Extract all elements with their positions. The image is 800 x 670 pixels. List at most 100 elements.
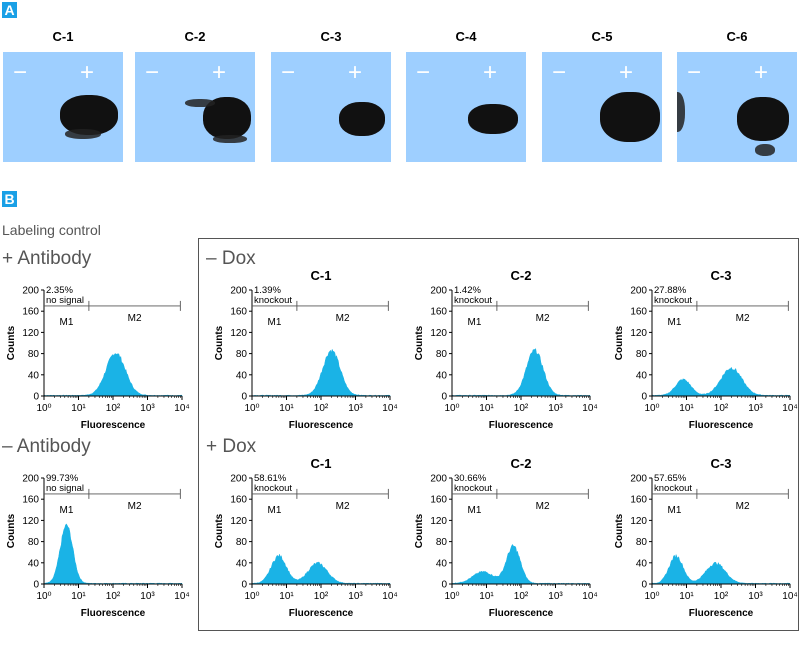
y-tick-label: 200 xyxy=(430,286,447,297)
chart-title: C-2 xyxy=(511,456,532,471)
blot-title: C-5 xyxy=(591,29,613,44)
y-tick-label: 40 xyxy=(28,558,40,569)
plus-sign: + xyxy=(754,59,769,86)
y-tick-label: 200 xyxy=(630,286,647,297)
chart-title: C-3 xyxy=(711,268,732,283)
blot-image: − + xyxy=(677,52,797,162)
x-tick-label: 10⁴ xyxy=(382,403,397,414)
blot-image: − + xyxy=(271,52,391,162)
x-tick-label: 10² xyxy=(106,591,121,602)
labeling-control-label: Labeling control xyxy=(2,222,101,238)
y-tick-label: 200 xyxy=(430,474,447,485)
x-axis-label: Fluorescence xyxy=(489,608,554,619)
y-tick-label: 80 xyxy=(236,349,248,360)
x-tick-label: 10⁴ xyxy=(382,591,397,602)
y-tick-label: 160 xyxy=(230,307,247,318)
y-tick-label: 160 xyxy=(430,307,447,318)
histogram-area xyxy=(451,348,591,397)
gate-annotation: knockout xyxy=(454,295,492,306)
y-tick-label: 200 xyxy=(22,474,39,485)
x-tick-label: 10¹ xyxy=(279,403,294,414)
protein-band xyxy=(737,97,789,141)
gate-m2-label: M2 xyxy=(736,313,750,324)
histogram-plus-dox-c1: C-1 0 40 80 120 160 200 10⁰ 10¹ 10² 10³ 10⁴ Fluoresc… xyxy=(214,456,398,619)
y-tick-label: 200 xyxy=(230,474,247,485)
x-tick-label: 10⁰ xyxy=(244,591,259,602)
gate-percentage: 1.42% xyxy=(454,285,481,296)
histogram-plus-dox-c3: C-3 0 40 80 120 160 200 10⁰ 10¹ 10² 10³ 10⁴ Fluoresc… xyxy=(614,456,798,619)
histogram-minus-dox-c1: C-1 0 40 80 120 160 200 10⁰ 10¹ 10² 10³ 10⁴ Fluoresc… xyxy=(214,268,398,431)
x-tick-label: 10³ xyxy=(748,591,763,602)
minus-sign: − xyxy=(416,59,431,86)
x-tick-label: 10² xyxy=(106,403,121,414)
y-axis-label: Counts xyxy=(414,325,425,360)
y-tick-label: 80 xyxy=(436,349,448,360)
y-tick-label: 200 xyxy=(230,286,247,297)
y-tick-label: 40 xyxy=(436,370,448,381)
histogram-minus-dox-c3: C-3 0 40 80 120 160 200 10⁰ 10¹ 10² 10³ 10⁴ Fluoresc… xyxy=(614,268,798,431)
protein-band xyxy=(60,95,118,135)
y-tick-label: 120 xyxy=(22,516,39,527)
x-tick-label: 10³ xyxy=(548,591,563,602)
y-tick-label: 40 xyxy=(236,558,248,569)
protein-band xyxy=(600,92,660,142)
y-tick-label: 0 xyxy=(33,580,39,591)
plus-sign: + xyxy=(348,59,363,86)
y-tick-label: 120 xyxy=(22,328,39,339)
x-tick-label: 10² xyxy=(514,591,529,602)
x-tick-label: 10⁰ xyxy=(244,403,259,414)
gate-annotation: knockout xyxy=(654,483,692,494)
gate-annotation: knockout xyxy=(254,483,292,494)
gate-annotation: knockout xyxy=(654,295,692,306)
protein-band xyxy=(213,135,247,143)
x-tick-label: 10⁴ xyxy=(174,591,189,602)
protein-band xyxy=(339,102,385,136)
y-tick-label: 160 xyxy=(22,495,39,506)
x-axis-label: Fluorescence xyxy=(81,420,146,431)
minus-dox-label: – Dox xyxy=(206,248,256,269)
histogram-area xyxy=(651,366,791,397)
y-tick-label: 80 xyxy=(28,349,40,360)
blot-image: − + xyxy=(406,52,526,162)
blot-title: C-4 xyxy=(455,29,477,44)
blot-image: − + xyxy=(135,52,255,162)
y-tick-label: 40 xyxy=(436,558,448,569)
gate-annotation: no signal xyxy=(46,295,84,306)
y-tick-label: 80 xyxy=(236,537,248,548)
x-tick-label: 10¹ xyxy=(279,591,294,602)
y-tick-label: 160 xyxy=(230,495,247,506)
gate-annotation: knockout xyxy=(454,483,492,494)
y-tick-label: 0 xyxy=(441,392,447,403)
x-tick-label: 10¹ xyxy=(479,591,494,602)
x-tick-label: 10³ xyxy=(348,591,363,602)
x-axis-label: Fluorescence xyxy=(689,608,754,619)
gate-annotation: knockout xyxy=(254,295,292,306)
gate-m2-label: M2 xyxy=(536,313,550,324)
gate-m1-label: M1 xyxy=(467,505,481,516)
y-tick-label: 120 xyxy=(430,328,447,339)
plus-sign: + xyxy=(212,59,227,86)
y-tick-label: 0 xyxy=(241,392,247,403)
y-tick-label: 40 xyxy=(236,370,248,381)
x-tick-label: 10¹ xyxy=(679,591,694,602)
dox-group-box xyxy=(198,238,799,631)
x-tick-label: 10¹ xyxy=(71,591,86,602)
x-tick-label: 10⁴ xyxy=(782,403,797,414)
panel-a-letter: A xyxy=(2,2,17,18)
x-tick-label: 10³ xyxy=(548,403,563,414)
y-tick-label: 0 xyxy=(33,392,39,403)
gate-percentage: 1.39% xyxy=(254,285,281,296)
y-tick-label: 40 xyxy=(636,370,648,381)
x-tick-label: 10⁰ xyxy=(36,403,51,414)
minus-antibody-label: – Antibody xyxy=(2,436,91,457)
y-tick-label: 80 xyxy=(636,349,648,360)
x-tick-label: 10⁰ xyxy=(36,591,51,602)
plus-sign: + xyxy=(483,59,498,86)
x-tick-label: 10¹ xyxy=(71,403,86,414)
x-tick-label: 10⁰ xyxy=(444,591,459,602)
plus-sign: + xyxy=(80,59,95,86)
minus-sign: − xyxy=(13,59,28,86)
y-axis-label: Counts xyxy=(214,325,225,360)
y-axis-label: Counts xyxy=(614,325,625,360)
gate-m1-label: M1 xyxy=(267,317,281,328)
